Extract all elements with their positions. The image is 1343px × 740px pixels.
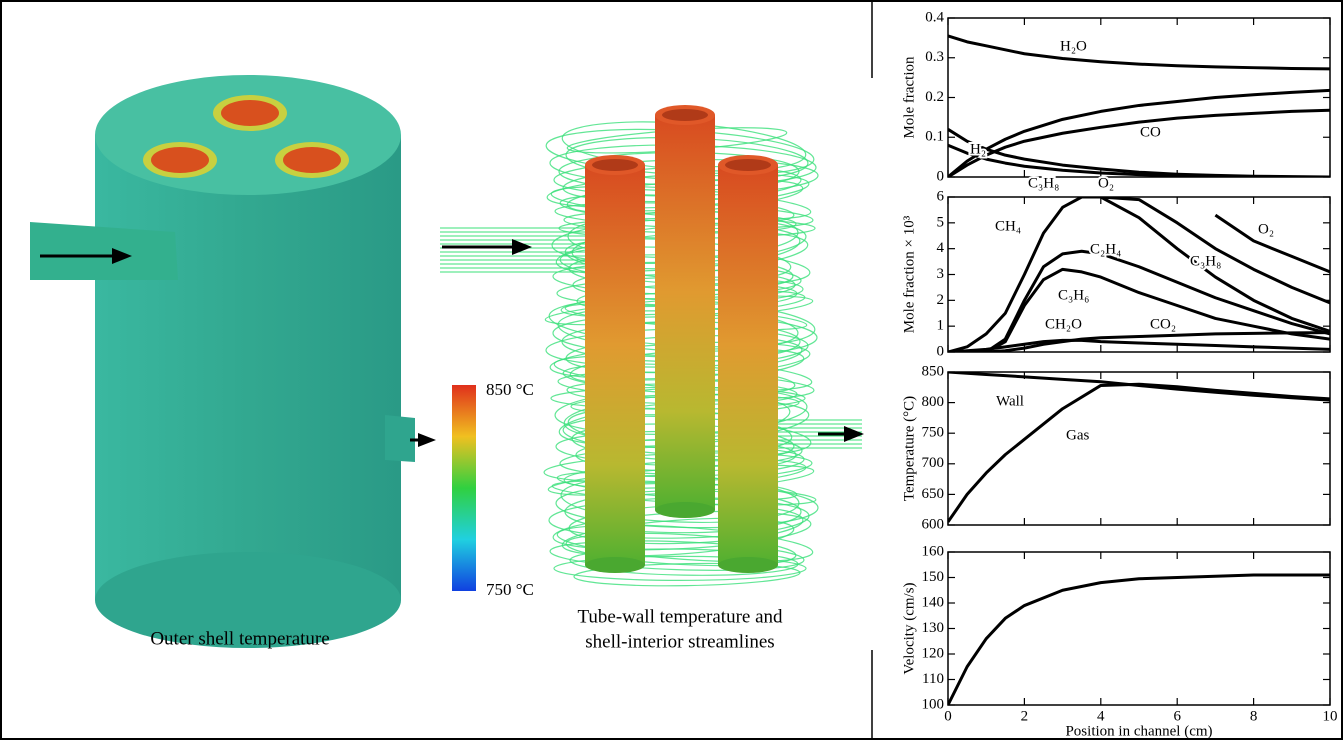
series-line [948,34,1330,71]
x-tick-label: 4 [1097,708,1105,724]
y-tick-label: 0 [937,343,945,359]
y-axis-label: Mole fraction [901,56,917,139]
y-tick-label: 150 [922,569,945,585]
series-label: O₂ [1258,221,1274,237]
plot-frame [947,17,1331,178]
caption: Tube-wall temperature and [577,606,783,627]
series-line [1100,197,1330,333]
y-tick-label: 1 [937,318,945,334]
shell-render [30,75,436,648]
y-tick-label: 0.1 [925,129,944,145]
series-label: C₃H₈ [1028,175,1059,191]
series-line [948,197,1330,352]
colorbar-max: 850 °C [486,380,534,399]
y-tick-label: 600 [922,516,945,532]
series-line [948,382,1330,523]
y-tick-label: 110 [922,671,944,687]
tubes-render [442,105,864,573]
series-label: Wall [996,393,1024,409]
y-tick-label: 4 [937,240,945,256]
series-line [948,128,1330,177]
series-label: H₂O [1060,38,1087,54]
y-tick-label: 130 [922,620,945,636]
y-tick-label: 5 [937,214,945,230]
x-tick-label: 2 [1021,708,1029,724]
y-tick-label: 100 [922,696,945,712]
colorbar [452,385,476,591]
series-line [948,573,1330,705]
series-line [948,331,1330,352]
y-tick-label: 650 [922,486,945,502]
series-label: C₃H₆ [1058,287,1089,303]
y-tick-label: 3 [937,266,945,282]
y-tick-label: 0.4 [925,9,944,25]
series-line [948,372,1330,402]
series-label: H₂ [970,141,986,157]
series-label: C₃H₈ [1190,253,1221,269]
series-line [948,108,1330,177]
series-label: Gas [1066,427,1089,443]
series-line [1214,213,1330,274]
y-tick-label: 2 [937,292,945,308]
streamlines [440,121,862,587]
y-tick-label: 140 [922,594,945,610]
series-label: O₂ [1098,175,1114,191]
y-tick-label: 800 [922,394,945,410]
x-tick-label: 10 [1323,708,1338,724]
colorbar-min: 750 °C [486,580,534,599]
x-tick-label: 8 [1250,708,1258,724]
y-tick-label: 0.3 [925,49,944,65]
y-tick-label: 700 [922,455,945,471]
series-label: C₂H₄ [1090,241,1121,257]
series-line [948,143,1330,177]
x-tick-label: 0 [944,708,952,724]
series-label: CH₄ [995,218,1021,234]
caption: shell-interior streamlines [585,631,774,652]
y-tick-label: 0.2 [925,89,944,105]
y-axis-label: Mole fraction × 10³ [901,215,917,333]
y-tick-label: 6 [937,188,945,204]
y-tick-label: 750 [922,425,945,441]
y-axis-label: Velocity (cm/s) [901,582,917,674]
charts: 0 0.1 0.2 0.3 0.4 Mole fraction H₂O H₂ CO C₃H₈ O₂ 0… [901,9,1337,739]
y-axis-label: Temperature (°C) [901,396,917,501]
y-tick-label: 0 [937,168,945,184]
series-label: CH₂O [1045,316,1082,332]
caption: Outer shell temperature [150,628,329,649]
series-label: CO₂ [1150,316,1176,332]
x-tick-label: 6 [1173,708,1181,724]
y-tick-label: 120 [922,645,945,661]
x-axis-label: Position in channel (cm) [1065,723,1212,739]
series-label: CO [1140,124,1161,140]
plot-frame [947,371,1331,526]
y-tick-label: 160 [922,543,945,559]
y-tick-label: 850 [922,363,945,379]
